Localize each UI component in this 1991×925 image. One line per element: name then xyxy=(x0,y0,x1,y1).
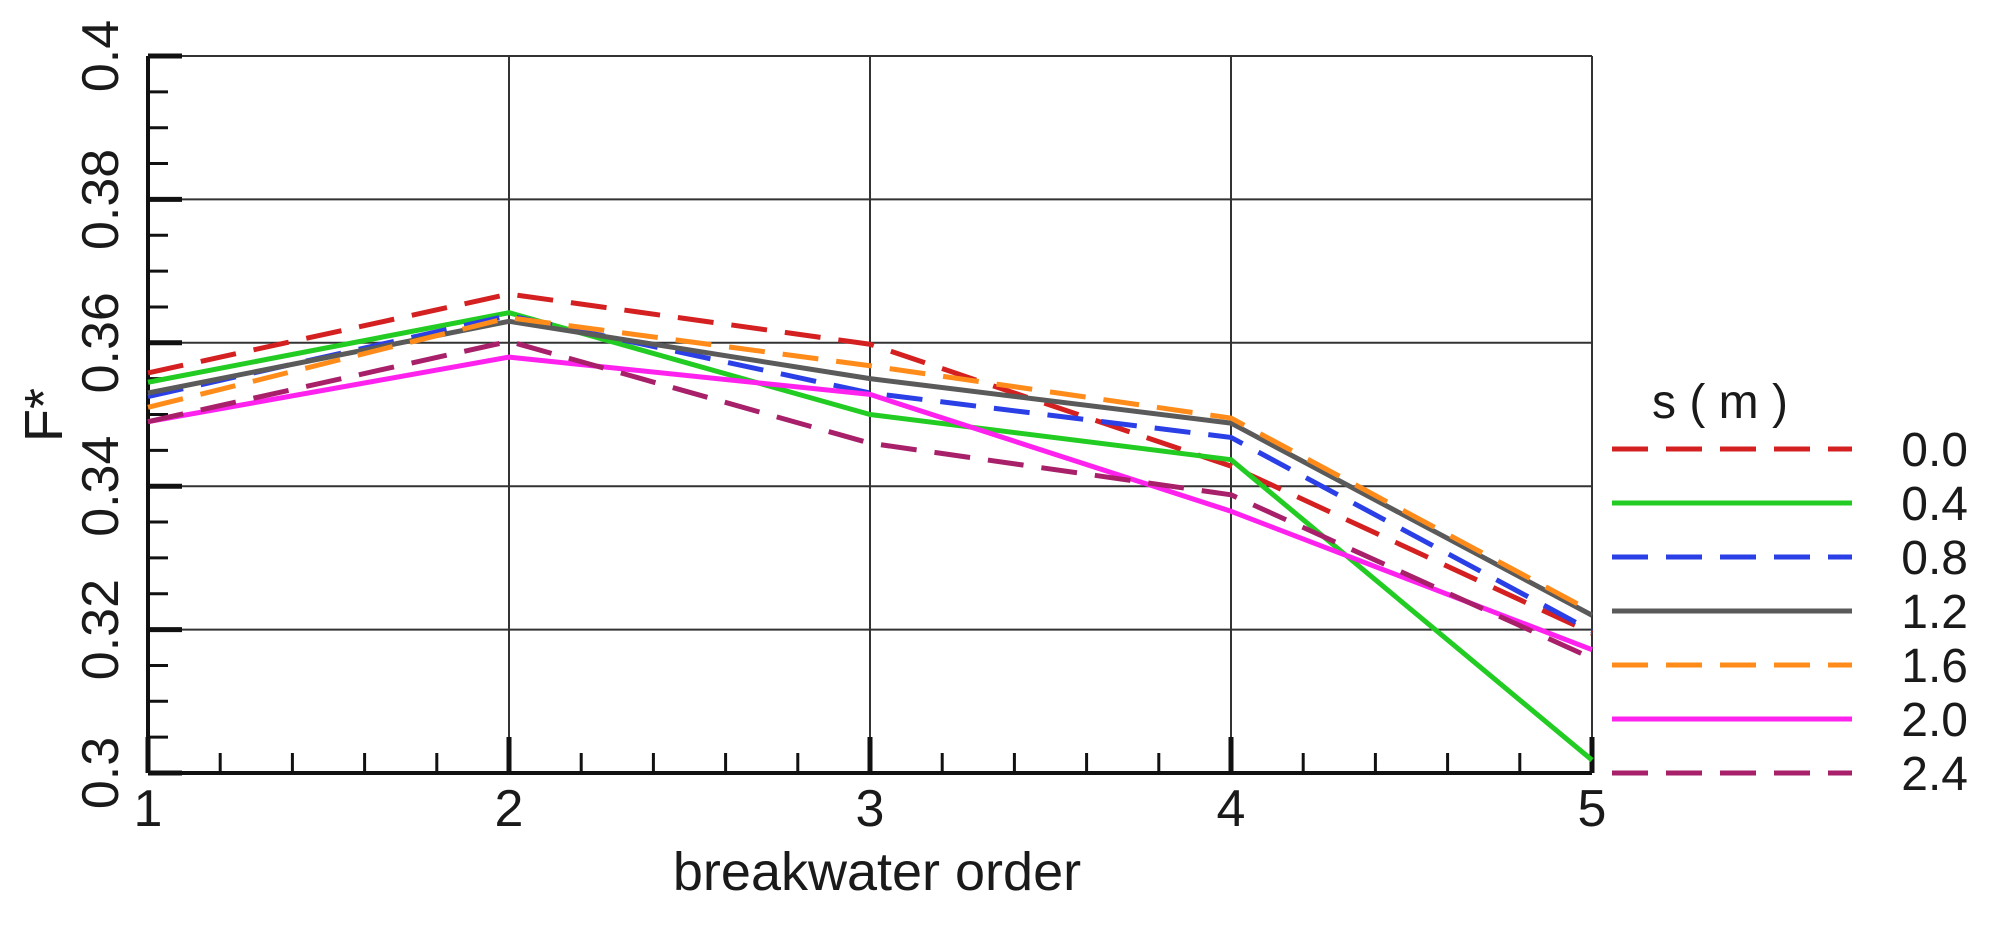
legend-label: 0.4 xyxy=(1901,478,1968,531)
x-tick-label: 3 xyxy=(856,780,885,838)
x-tick-label: 2 xyxy=(495,780,524,838)
legend-label: 1.2 xyxy=(1901,586,1968,639)
legend-label: 0.8 xyxy=(1901,532,1968,585)
legend-label: 1.6 xyxy=(1901,640,1968,693)
x-tick-label: 1 xyxy=(134,780,163,838)
legend-label: 2.4 xyxy=(1901,748,1968,801)
x-axis-title: breakwater order xyxy=(673,842,1081,902)
legend-label: 0.0 xyxy=(1901,424,1968,477)
x-tick-label: 5 xyxy=(1578,780,1607,838)
y-tick-label: 0.34 xyxy=(72,436,130,537)
x-tick-label: 4 xyxy=(1217,780,1246,838)
y-tick-label: 0.32 xyxy=(72,579,130,680)
y-tick-label: 0.3 xyxy=(72,737,130,809)
y-axis-title: F* xyxy=(14,388,74,442)
tick-labels: 1 2 3 4 5 0.3 0.32 0.34 0.36 0.38 0.4 xyxy=(72,20,1606,838)
legend-label: 2.0 xyxy=(1901,694,1968,747)
y-tick-label: 0.38 xyxy=(72,149,130,250)
y-tick-label: 0.4 xyxy=(72,20,130,92)
series-line xyxy=(147,313,1594,634)
legend: s ( m ) 0.00.40.81.21.62.02.4 xyxy=(1612,376,1968,801)
y-tick-label: 0.36 xyxy=(72,292,130,393)
legend-title: s ( m ) xyxy=(1652,376,1788,429)
series-line xyxy=(147,315,1594,614)
axes xyxy=(145,53,1595,776)
series-line xyxy=(147,354,1593,653)
series-line xyxy=(147,291,1594,636)
series-line xyxy=(147,338,1594,661)
series-lines xyxy=(147,291,1594,763)
